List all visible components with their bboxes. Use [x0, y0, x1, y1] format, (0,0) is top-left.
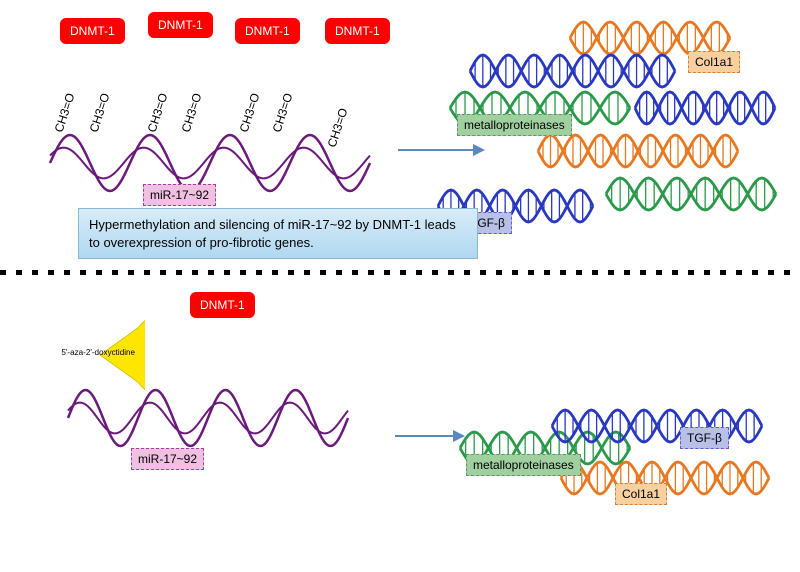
dna-helix: [538, 135, 738, 178]
dnmt-box: DNMT-1: [60, 18, 125, 44]
mirna-strand: [68, 390, 348, 459]
mir-label: miR-17~92: [143, 184, 216, 206]
dnmt-box: DNMT-1: [148, 12, 213, 38]
methyl-label: CH3=O: [179, 91, 205, 134]
methyl-label: CH3=O: [270, 91, 296, 134]
aza-icon: 5'-aza-2'-doxyctidine: [55, 310, 145, 400]
arrow: [395, 435, 453, 437]
dna-helix: [606, 178, 776, 221]
dnmt-box: DNMT-1: [325, 18, 390, 44]
dnmt-box: DNMT-1: [190, 292, 255, 318]
gene-label-met: metalloproteinases: [457, 114, 572, 136]
dna-helix: [552, 410, 762, 453]
arrow-head: [473, 144, 485, 156]
section-divider: [0, 270, 800, 275]
dnmt-box: DNMT-1: [235, 18, 300, 44]
svg-text:5'-aza-2'-doxyctidine: 5'-aza-2'-doxyctidine: [61, 348, 135, 357]
methyl-label: CH3=O: [237, 91, 263, 134]
arrow-head: [453, 430, 465, 442]
gene-label-met: metalloproteinases: [466, 454, 581, 476]
methyl-label: CH3=O: [87, 91, 113, 134]
dna-helix: [635, 92, 775, 135]
caption-top: Hypermethylation and silencing of miR-17…: [78, 208, 478, 259]
methyl-label: CH3=O: [145, 91, 171, 134]
methyl-label: CH3=O: [52, 91, 78, 134]
arrow: [398, 149, 473, 151]
gene-label-col: Col1a1: [688, 51, 740, 73]
gene-label-tgf: TGF-β: [680, 427, 729, 449]
gene-label-col: Col1a1: [615, 483, 667, 505]
mir-label: miR-17~92: [131, 448, 204, 470]
